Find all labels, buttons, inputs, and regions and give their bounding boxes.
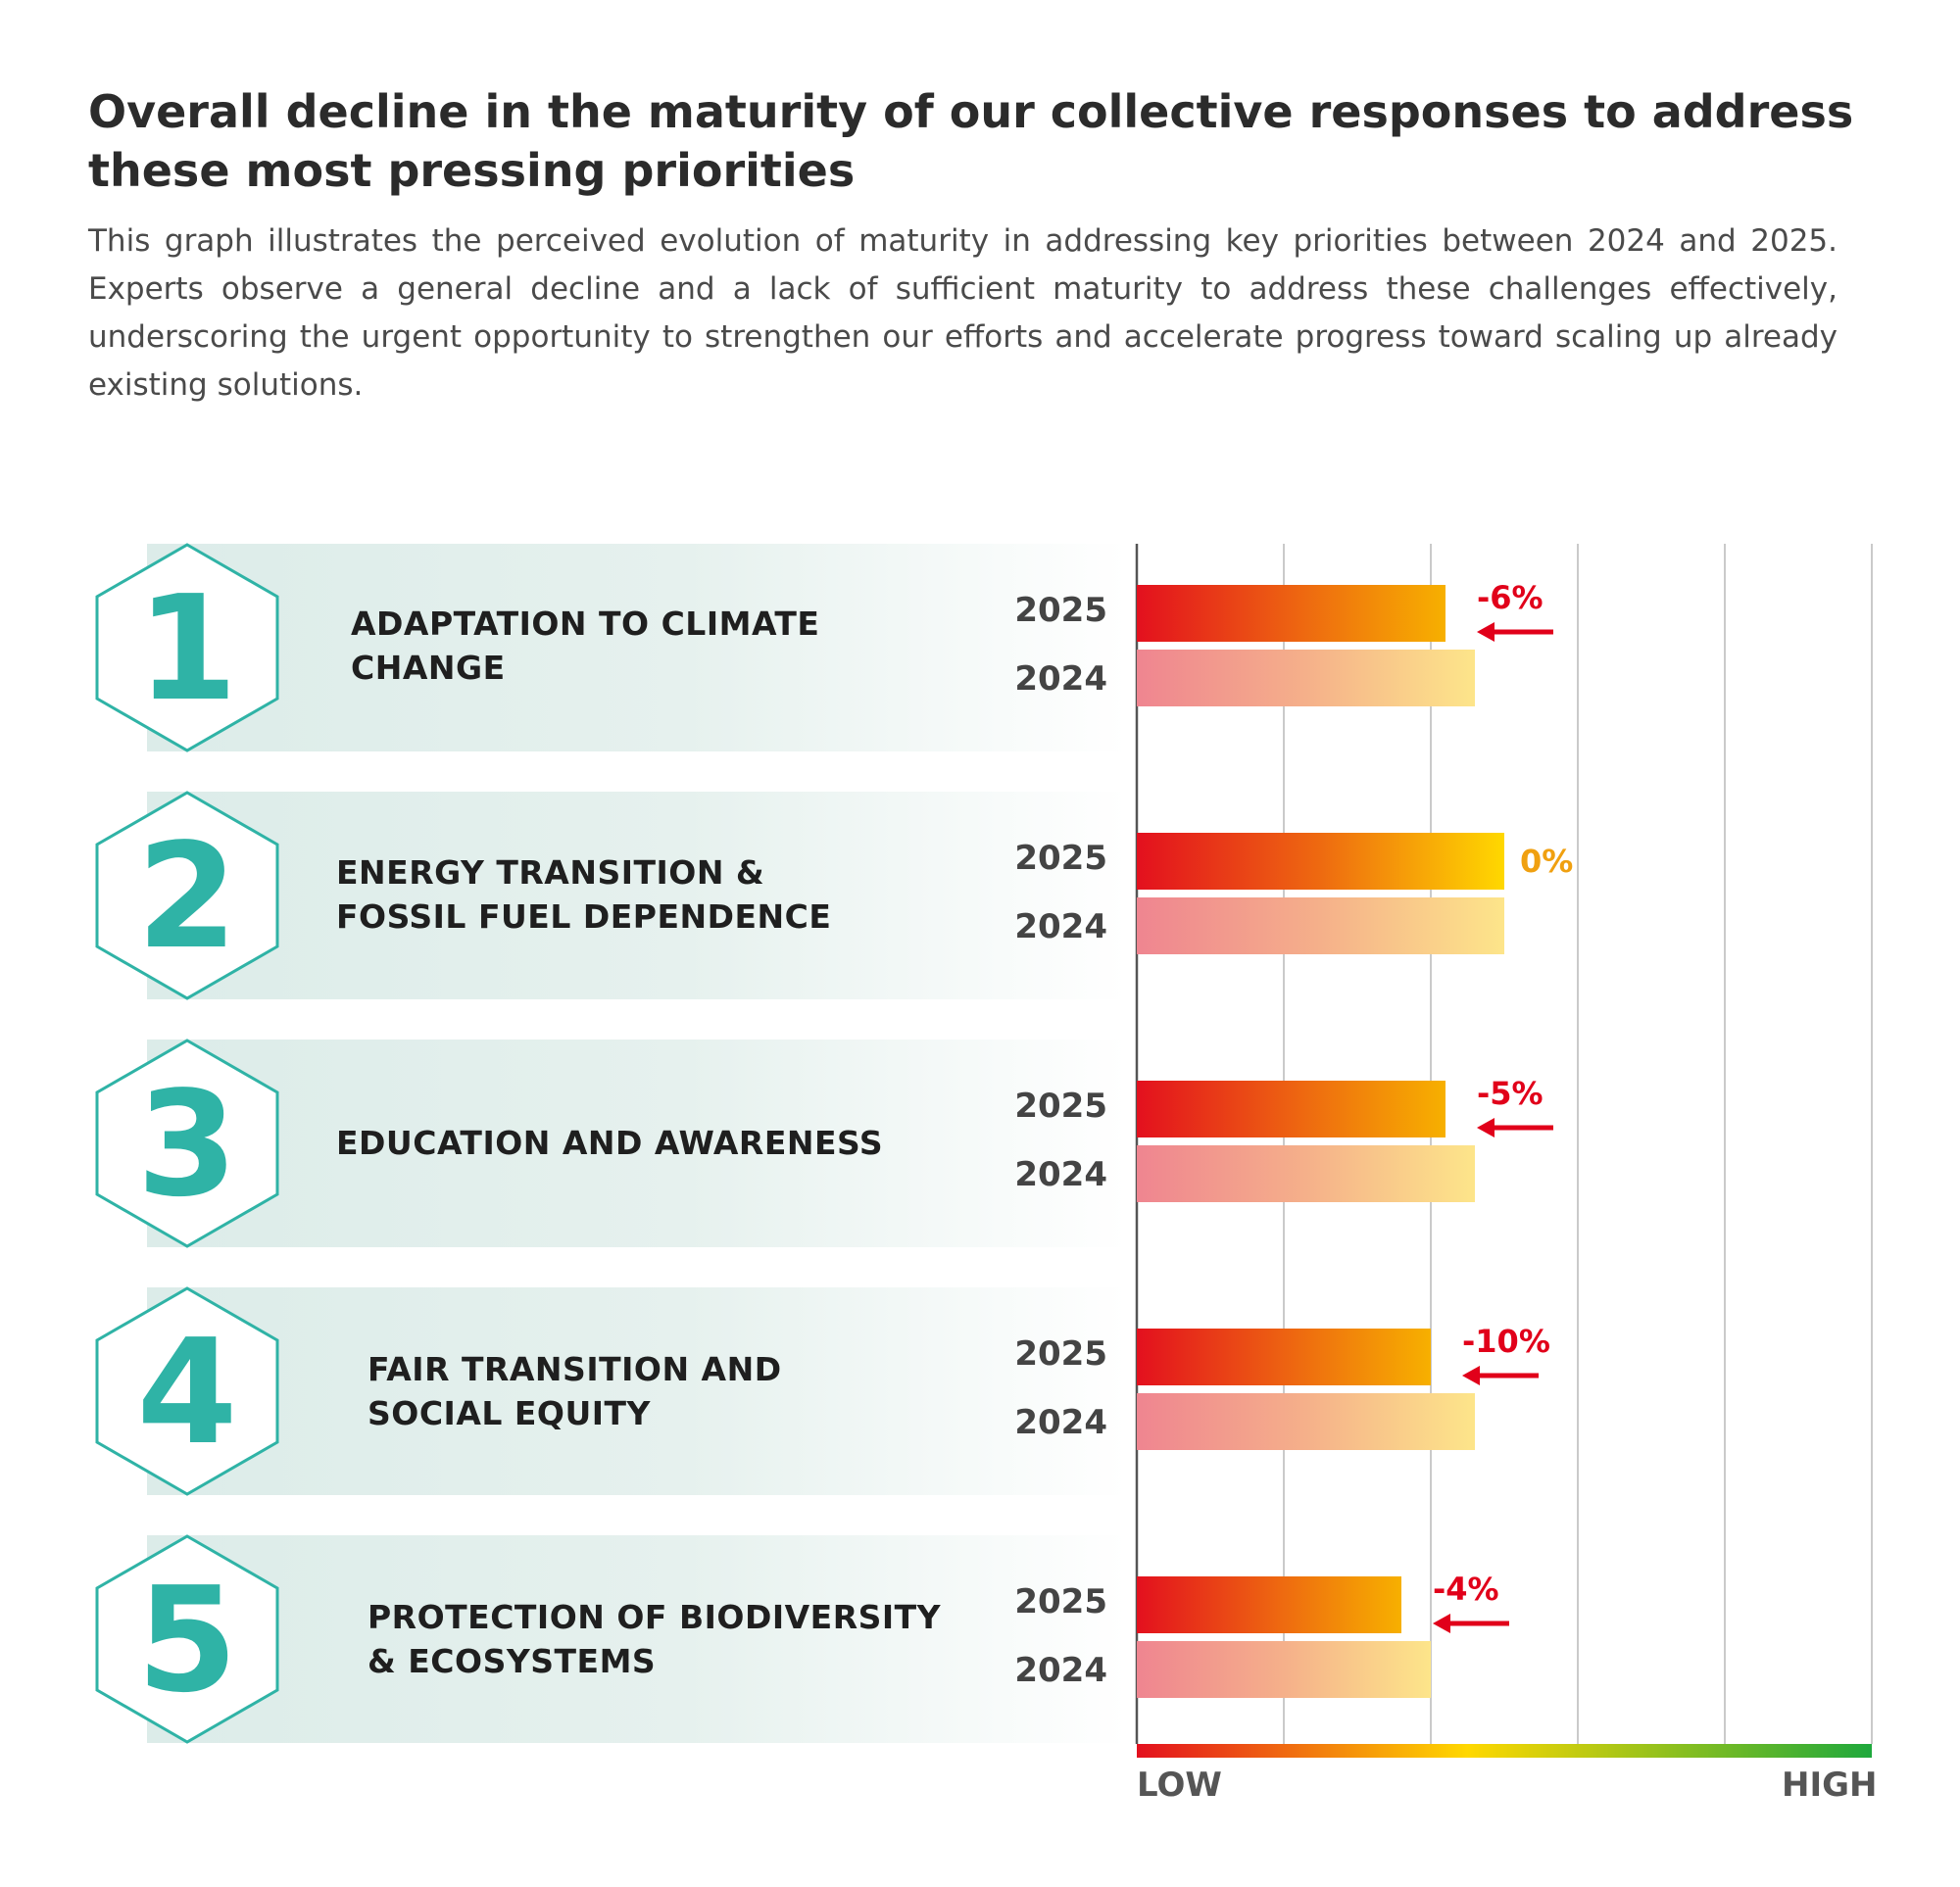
priority-number: 4 [137, 1308, 238, 1476]
change-percent: -6% [1477, 579, 1544, 616]
year-label-2024: 2024 [1014, 1651, 1107, 1690]
year-label-2025: 2025 [1014, 1334, 1107, 1374]
priority-label: PROTECTION OF BIODIVERSITY & ECOSYSTEMS [368, 1598, 942, 1680]
year-label-2024: 2024 [1014, 1155, 1107, 1194]
change-percent: 0% [1520, 843, 1574, 880]
priority-number-hexagon: 4 [94, 1285, 280, 1497]
bar-2024 [1137, 1145, 1475, 1202]
decline-arrow-icon [1433, 1612, 1511, 1635]
priority-number-hexagon: 2 [94, 790, 280, 1001]
priority-label: ENERGY TRANSITION & FOSSIL FUEL DEPENDEN… [336, 853, 832, 936]
decline-arrow-icon [1477, 620, 1555, 644]
priority-row-band [147, 792, 1127, 999]
priority-number: 3 [137, 1060, 238, 1229]
change-percent: -10% [1462, 1323, 1550, 1360]
maturity-scale-bar [1137, 1744, 1872, 1758]
priority-row-band [147, 544, 1127, 751]
bar-2025 [1137, 585, 1446, 642]
priority-row-band [147, 1535, 1127, 1743]
priority-row-band [147, 1287, 1127, 1495]
priority-number: 1 [137, 564, 238, 733]
change-percent: -4% [1433, 1571, 1499, 1608]
year-label-2024: 2024 [1014, 1403, 1107, 1442]
change-percent: -5% [1477, 1075, 1544, 1112]
bar-2024 [1137, 650, 1475, 706]
page-title: Overall decline in the maturity of our c… [88, 85, 1854, 197]
year-label-2025: 2025 [1014, 1582, 1107, 1621]
year-label-2024: 2024 [1014, 907, 1107, 946]
scale-high-label: HIGH [1782, 1766, 1878, 1805]
bar-2025 [1137, 1081, 1446, 1137]
bar-2024 [1137, 1641, 1431, 1698]
year-label-2024: 2024 [1014, 659, 1107, 699]
priority-label: ADAPTATION TO CLIMATE CHANGE [351, 605, 820, 687]
bar-2025 [1137, 1576, 1401, 1633]
priority-label: EDUCATION AND AWARENESS [336, 1124, 884, 1162]
priority-row-band [147, 1040, 1127, 1247]
decline-arrow-icon [1477, 1116, 1555, 1139]
priority-number: 5 [137, 1556, 238, 1724]
bar-2025 [1137, 833, 1504, 890]
year-label-2025: 2025 [1014, 591, 1107, 630]
priority-number: 2 [137, 812, 238, 981]
year-label-2025: 2025 [1014, 1087, 1107, 1126]
bar-2025 [1137, 1329, 1431, 1385]
page-subtitle: This graph illustrates the perceived evo… [88, 223, 1838, 403]
bar-2024 [1137, 897, 1504, 954]
scale-low-label: LOW [1137, 1766, 1222, 1805]
year-label-2025: 2025 [1014, 839, 1107, 878]
bar-2024 [1137, 1393, 1475, 1450]
priority-number-hexagon: 3 [94, 1038, 280, 1249]
decline-arrow-icon [1462, 1364, 1541, 1387]
priority-label: FAIR TRANSITION AND SOCIAL EQUITY [368, 1350, 782, 1432]
priority-number-hexagon: 1 [94, 542, 280, 753]
priority-number-hexagon: 5 [94, 1533, 280, 1745]
